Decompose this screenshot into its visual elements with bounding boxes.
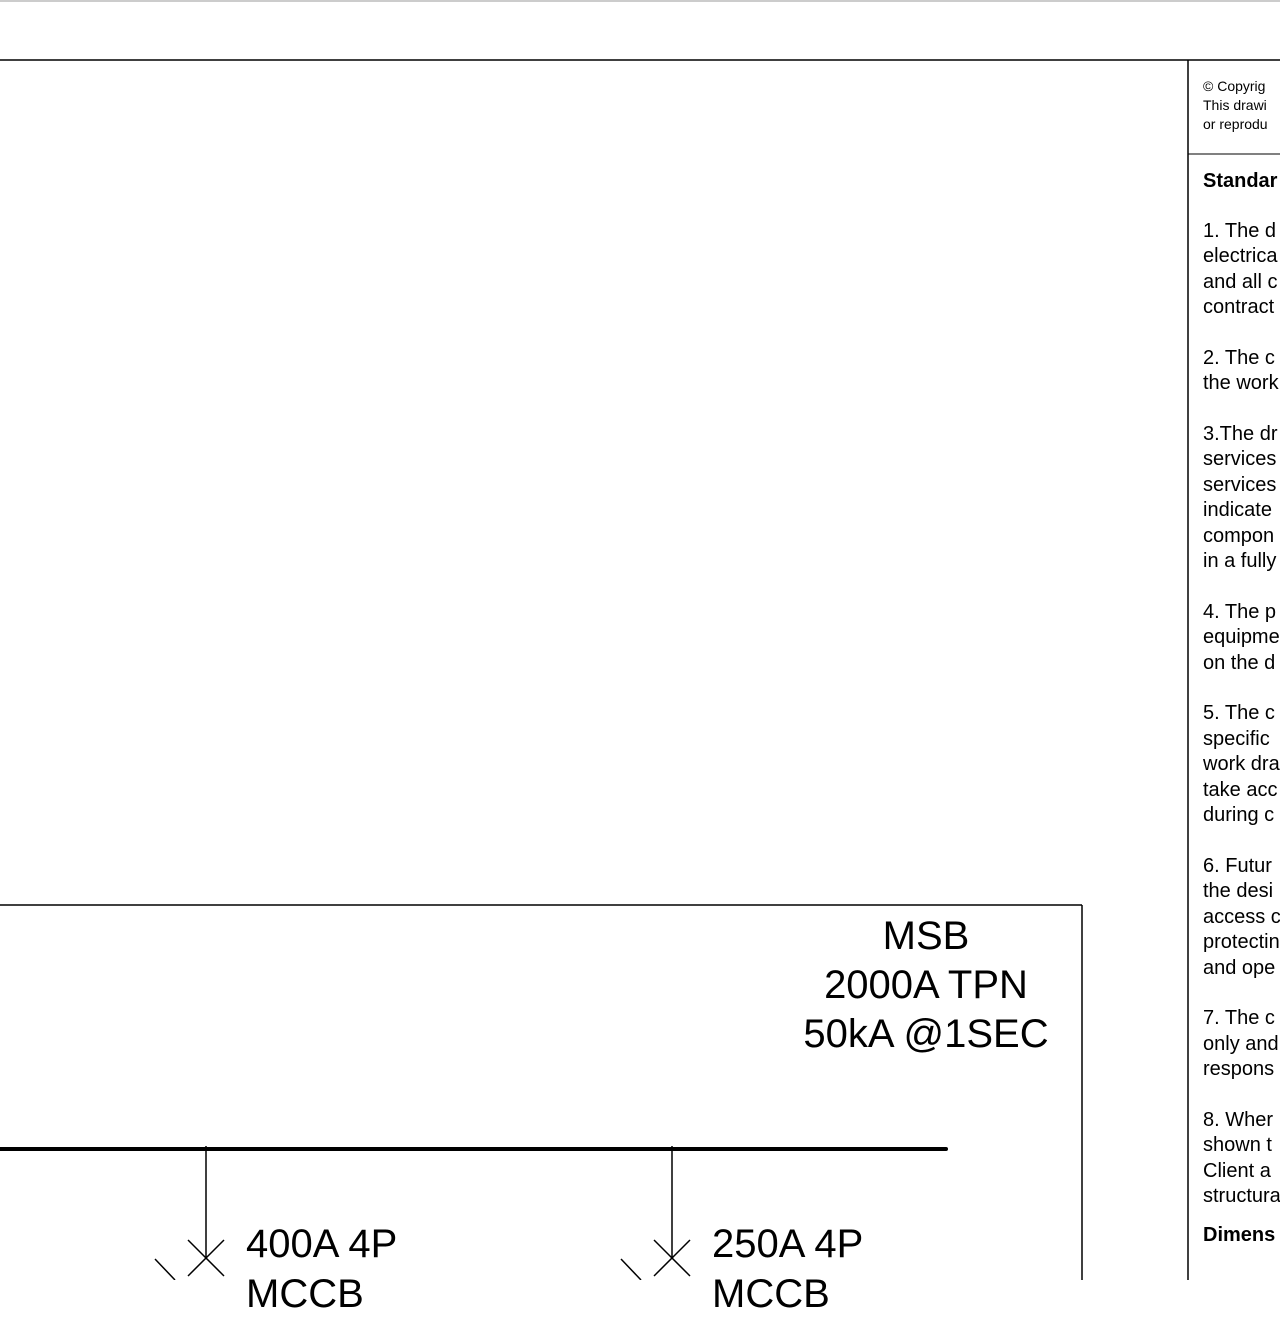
note-2: 2. The c the work (1203, 346, 1280, 397)
copyright-line: or reprodu (1203, 116, 1268, 132)
note-line: electrica (1203, 245, 1278, 267)
breaker-1-label: 400A 4P MCCB (246, 1219, 397, 1319)
note-line: and all c (1203, 270, 1278, 293)
note-3: 3.The dr services services indicate comp… (1203, 422, 1280, 575)
note-line: services (1203, 473, 1277, 496)
note-line: work dra (1203, 753, 1280, 775)
note-line: 1. The d (1203, 219, 1277, 242)
note-8: 8. Wher shown t Client a structura (1203, 1108, 1280, 1210)
note-line: in a fully (1203, 550, 1277, 572)
note-line: 6. Futur (1203, 854, 1272, 877)
note-1: 1. The d electrica and all c contract (1203, 219, 1280, 321)
breaker-1-symbol (154, 1146, 225, 1280)
note-line: contract (1203, 296, 1275, 318)
note-line: the work (1203, 372, 1279, 394)
breaker-2-type: MCCB (712, 1272, 830, 1316)
note-line: only and (1203, 1032, 1279, 1055)
msb-fault-rating: 50kA @1SEC (803, 1012, 1049, 1056)
msb-rating: 2000A TPN (824, 963, 1028, 1007)
breaker-2-label: 250A 4P MCCB (712, 1219, 863, 1319)
single-line-diagram (0, 0, 1280, 1280)
note-line: 8. Wher (1203, 1108, 1274, 1131)
note-line: the desi (1203, 880, 1274, 902)
note-line: access c (1203, 905, 1280, 928)
note-line: compon (1203, 524, 1275, 547)
note-line: services (1203, 448, 1277, 470)
note-line: 3.The dr (1203, 422, 1278, 445)
msb-name: MSB (882, 914, 970, 958)
standard-notes: Standar 1. The d electrica and all c con… (1203, 169, 1280, 1248)
note-line: take acc (1203, 778, 1278, 801)
copyright-line: © Copyrig (1203, 78, 1266, 94)
note-line: shown t (1203, 1134, 1272, 1156)
copyright-notice: © Copyrig This drawi or reprodu (1203, 77, 1280, 134)
note-line: 4. The p (1203, 600, 1277, 623)
note-6: 6. Futur the desi access c protectin and… (1203, 854, 1280, 982)
note-4: 4. The p equipme on the d (1203, 600, 1280, 677)
copyright-line: This drawi (1203, 97, 1267, 113)
note-line: 5. The c (1203, 702, 1275, 724)
note-line: Client a (1203, 1159, 1271, 1182)
note-line: 7. The c (1203, 1007, 1275, 1029)
note-line: specific (1203, 727, 1270, 750)
note-5: 5. The c specific work dra take acc duri… (1203, 701, 1280, 829)
msb-title: MSB 2000A TPN 50kA @1SEC (780, 912, 1072, 1059)
notes-heading: Standar (1203, 170, 1278, 192)
breaker-2-symbol (620, 1146, 691, 1280)
title-block-panel: © Copyrig This drawi or reprodu Standar … (1188, 61, 1280, 1280)
note-line: equipme (1203, 626, 1280, 648)
note-line: and ope (1203, 956, 1276, 979)
dimensions-heading: Dimens (1203, 1223, 1276, 1246)
note-line: on the d (1203, 651, 1276, 674)
msb-enclosure (0, 904, 1083, 1280)
note-line: 2. The c (1203, 346, 1275, 369)
note-line: structura (1203, 1185, 1280, 1207)
breaker-1-type: MCCB (246, 1272, 364, 1316)
note-line: during c (1203, 804, 1275, 826)
breaker-2-rating: 250A 4P (712, 1222, 864, 1266)
note-7: 7. The c only and respons (1203, 1006, 1280, 1083)
note-line: indicate (1203, 499, 1272, 521)
note-line: protectin (1203, 931, 1280, 953)
note-line: respons (1203, 1058, 1275, 1080)
breaker-1-rating: 400A 4P (246, 1222, 398, 1266)
